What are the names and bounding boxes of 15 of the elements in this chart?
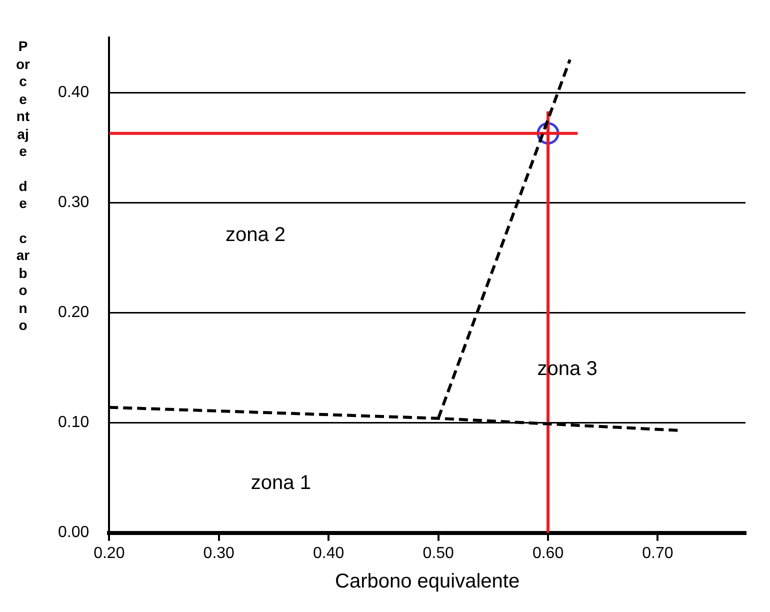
x-tick-label: 0.30 bbox=[203, 544, 235, 562]
y-tick-label: 0.30 bbox=[58, 194, 90, 212]
y-tick-label: 0.20 bbox=[58, 304, 90, 322]
annotation: zona 1 bbox=[250, 472, 311, 494]
x-tick-label: 0.40 bbox=[313, 544, 344, 562]
x-tick-label: 0.50 bbox=[422, 544, 454, 562]
annotation: zona 2 bbox=[225, 224, 286, 246]
y-tick-label: 0.10 bbox=[58, 414, 90, 432]
text: Porcentaje de carbono bbox=[16, 38, 30, 333]
y-tick-label: 0.00 bbox=[58, 524, 90, 542]
x-tick-label: 0.60 bbox=[532, 544, 564, 562]
x-tick-label: 0.70 bbox=[642, 544, 674, 562]
x-tick-label: 0.20 bbox=[94, 544, 125, 562]
x-axis-title: Carbono equivalente bbox=[335, 570, 520, 593]
y-tick-label: 0.40 bbox=[58, 84, 90, 102]
